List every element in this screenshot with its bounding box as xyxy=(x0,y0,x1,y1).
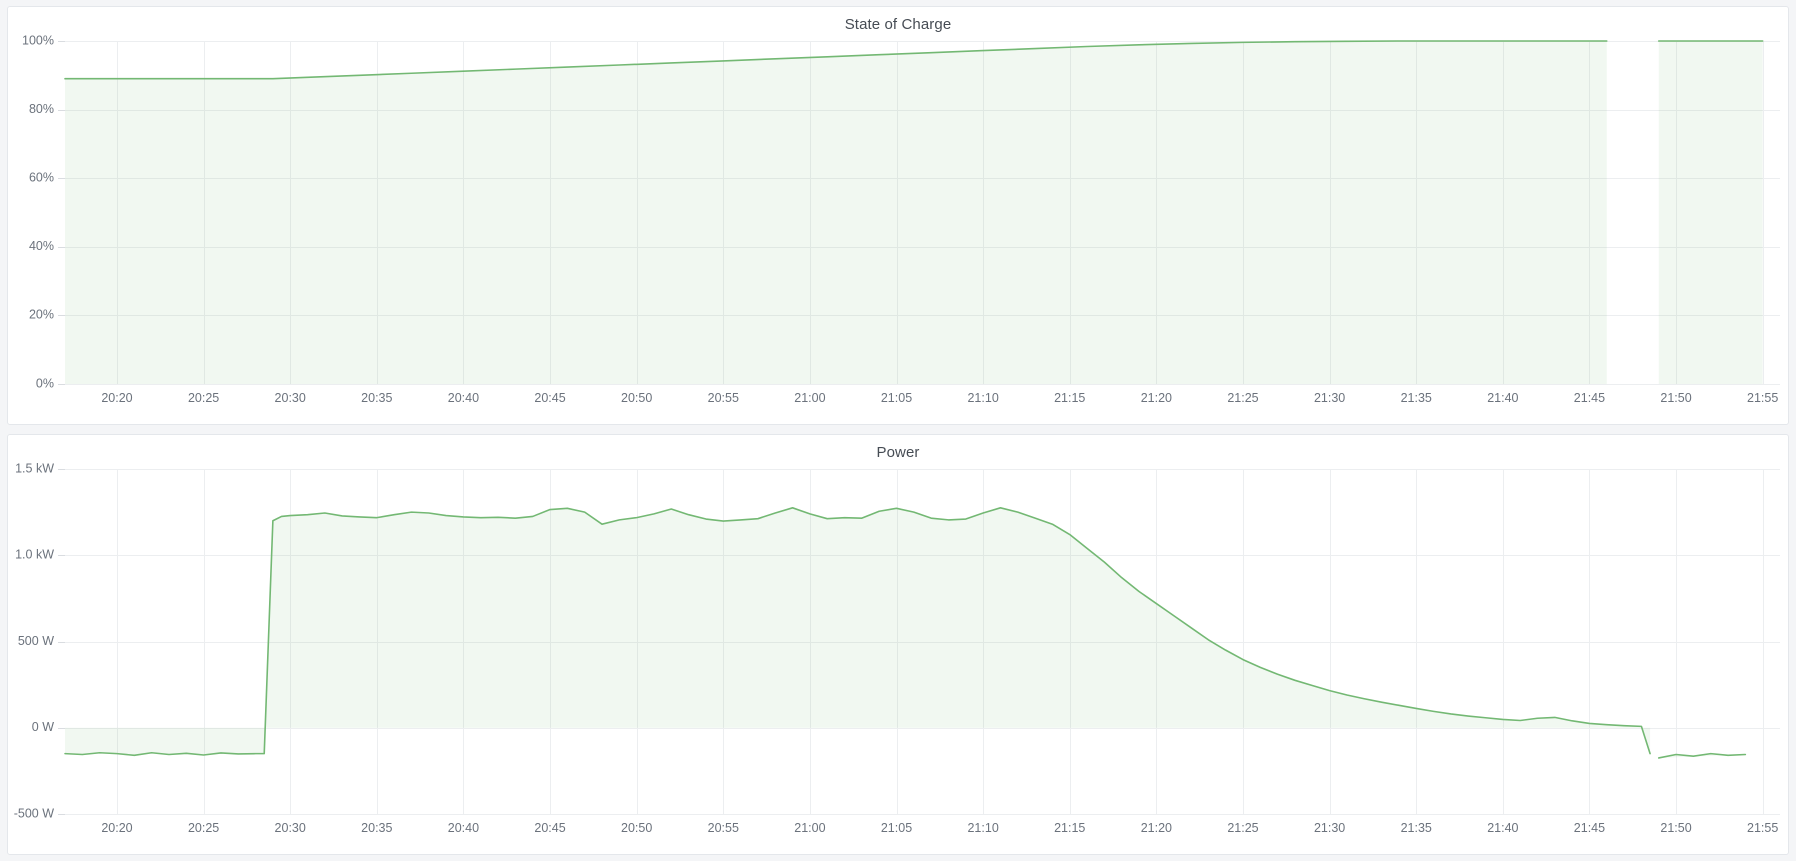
x-axis-tick-label: 21:10 xyxy=(967,821,998,835)
x-axis-tick-label: 21:30 xyxy=(1314,821,1345,835)
y-axis-tick-label: 60% xyxy=(29,170,54,184)
y-axis-tick-label: 40% xyxy=(29,239,54,253)
x-axis-tick-label: 20:30 xyxy=(275,391,306,405)
x-axis-tick-label: 21:40 xyxy=(1487,391,1518,405)
x-axis-tick-label: 21:45 xyxy=(1574,391,1605,405)
x-axis-tick-label: 20:50 xyxy=(621,391,652,405)
y-axis-tick-label: 80% xyxy=(29,102,54,116)
x-axis-tick-label: 21:25 xyxy=(1227,821,1258,835)
x-axis-tick-label: 21:35 xyxy=(1401,821,1432,835)
x-axis-tick-label: 21:00 xyxy=(794,821,825,835)
x-axis-tick-label: 20:20 xyxy=(101,391,132,405)
series-line xyxy=(64,507,1651,757)
series-area-fill xyxy=(1658,41,1763,384)
series-area-fill xyxy=(65,507,1651,756)
x-axis-tick-label: 20:20 xyxy=(101,821,132,835)
x-axis-tick-label: 21:05 xyxy=(881,821,912,835)
x-axis-tick-label: 20:45 xyxy=(534,391,565,405)
y-axis-tick-label: 20% xyxy=(29,308,54,322)
x-axis-tick-label: 20:50 xyxy=(621,821,652,835)
power-plot[interactable]: -500 W 0 W 500 W 1.0 kW 1.5 kW 20:20 20:25 20:3… xyxy=(8,435,1789,855)
y-axis-tick-label: 500 W xyxy=(18,634,54,648)
y-axis-tick-label: 1.0 kW xyxy=(15,548,54,562)
x-axis-tick-label: 20:25 xyxy=(188,391,219,405)
series-area-fill xyxy=(1658,753,1746,758)
x-axis-tick-label: 20:55 xyxy=(708,821,739,835)
x-axis-tick-label: 21:15 xyxy=(1054,391,1085,405)
x-axis-tick-label: 20:40 xyxy=(448,821,479,835)
x-axis-tick-label: 20:40 xyxy=(448,391,479,405)
x-axis-tick-label: 20:25 xyxy=(188,821,219,835)
x-axis-tick-label: 20:30 xyxy=(275,821,306,835)
panel-title-power: Power xyxy=(876,444,920,461)
chart-state-of-charge[interactable]: 0% 20% 40% 60% 80% 100% 20:20 20:25 20:30 20:35 20… xyxy=(8,7,1788,424)
x-axis-tick-label: 20:35 xyxy=(361,821,392,835)
x-axis-tick-label: 21:10 xyxy=(967,391,998,405)
x-axis-tick-label: 21:30 xyxy=(1314,391,1345,405)
x-axis-tick-label: 21:35 xyxy=(1401,391,1432,405)
x-axis-tick-label: 21:55 xyxy=(1747,821,1778,835)
x-axis-tick-label: 21:45 xyxy=(1574,821,1605,835)
x-axis-tick-label: 21:25 xyxy=(1227,391,1258,405)
x-axis-tick-label: 21:15 xyxy=(1054,821,1085,835)
x-axis-tick-label: 21:20 xyxy=(1141,821,1172,835)
panel-state-of-charge: State of Charge 0% 20% 40% 60% 80% 100% 20:20 2… xyxy=(7,6,1789,425)
state-of-charge-plot[interactable]: 0% 20% 40% 60% 80% 100% 20:20 20:25 20:30 20:35 20… xyxy=(8,7,1789,425)
series-line xyxy=(64,40,1608,80)
y-axis-tick-label: 1.5 kW xyxy=(15,461,54,475)
x-axis-tick-label: 21:50 xyxy=(1660,821,1691,835)
panel-title-state-of-charge: State of Charge xyxy=(844,16,952,33)
x-axis-tick-label: 21:20 xyxy=(1141,391,1172,405)
series-area-fill xyxy=(65,41,1607,384)
x-axis-tick-label: 20:45 xyxy=(534,821,565,835)
y-axis-tick-label: 0 W xyxy=(32,720,54,734)
x-axis-tick-label: 21:40 xyxy=(1487,821,1518,835)
y-axis-tick-label: 100% xyxy=(22,33,54,47)
chart-power[interactable]: -500 W 0 W 500 W 1.0 kW 1.5 kW 20:20 20:25 20:3… xyxy=(8,435,1788,854)
x-axis-tick-label: 21:00 xyxy=(794,391,825,405)
x-axis-tick-label: 21:05 xyxy=(881,391,912,405)
x-axis-tick-label: 20:35 xyxy=(361,391,392,405)
y-axis-tick-label: 0% xyxy=(36,376,54,390)
x-axis-tick-label: 21:55 xyxy=(1747,391,1778,405)
series-line xyxy=(1657,752,1747,759)
x-axis-tick-label: 20:55 xyxy=(708,391,739,405)
panel-power: Power -500 W 0 W 500 W 1.0 kW 1.5 kW 20:20 20:… xyxy=(7,434,1789,855)
x-axis-tick-label: 21:50 xyxy=(1660,391,1691,405)
y-axis-tick-label: -500 W xyxy=(14,806,54,820)
